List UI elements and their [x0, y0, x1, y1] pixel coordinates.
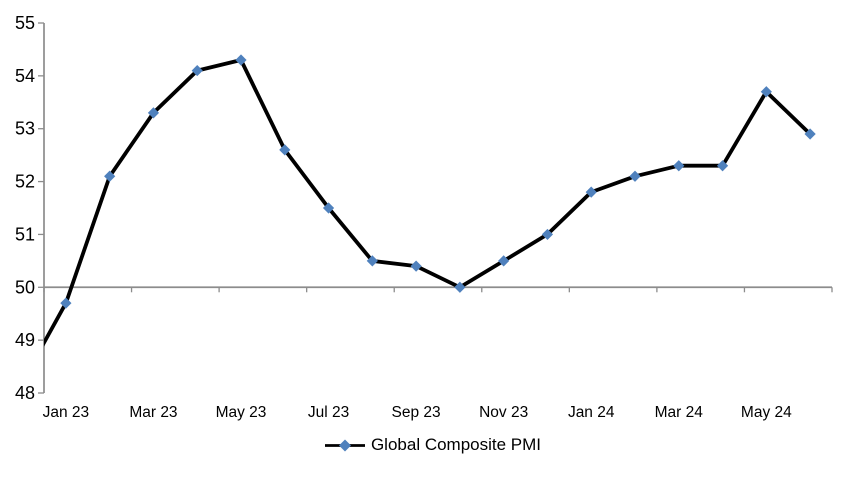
data-point-marker [322, 202, 335, 214]
y-tick-label: 54 [15, 66, 35, 86]
data-point-marker [104, 170, 116, 182]
data-point-marker [541, 228, 554, 241]
x-tick-label: Mar 23 [129, 404, 177, 421]
x-tick-label: Nov 23 [479, 404, 528, 421]
x-tick-label: May 23 [216, 404, 267, 421]
y-tick-label: 48 [15, 383, 35, 403]
data-point-marker [279, 144, 291, 156]
x-tick-label: Sep 23 [392, 404, 441, 421]
data-point-marker [760, 86, 772, 98]
data-point-marker [147, 107, 160, 119]
x-tick-label: Jan 24 [568, 404, 615, 421]
data-point-marker [585, 186, 597, 198]
legend-label: Global Composite PMI [370, 435, 542, 454]
y-tick-label: 55 [15, 13, 35, 33]
data-point-marker [804, 128, 816, 140]
y-tick-label: 52 [15, 172, 35, 192]
legend-diamond-icon [338, 439, 351, 451]
legend-line-marker-icon [324, 439, 365, 451]
data-point-marker [716, 160, 729, 172]
data-point-marker [366, 255, 378, 267]
data-point-marker [673, 160, 685, 172]
pmi-series-line [44, 58, 812, 347]
x-tick-label: Jul 23 [308, 404, 349, 421]
data-point-marker [235, 54, 247, 66]
y-tick-label: 49 [15, 330, 35, 350]
x-tick-label: Mar 24 [655, 404, 704, 421]
x-tick-label: Jan 23 [43, 404, 90, 421]
y-tick-label: 53 [15, 119, 35, 139]
data-point-marker [410, 260, 422, 272]
data-point-marker [191, 64, 203, 77]
data-point-marker [498, 255, 510, 267]
chart-legend: Global Composite PMI [7, 435, 852, 455]
y-tick-label: 51 [15, 224, 35, 244]
data-point-marker [454, 281, 466, 293]
data-point-marker [629, 170, 641, 182]
y-tick-label: 50 [15, 277, 35, 297]
data-point-marker [60, 297, 72, 309]
x-tick-label: May 24 [741, 404, 792, 421]
